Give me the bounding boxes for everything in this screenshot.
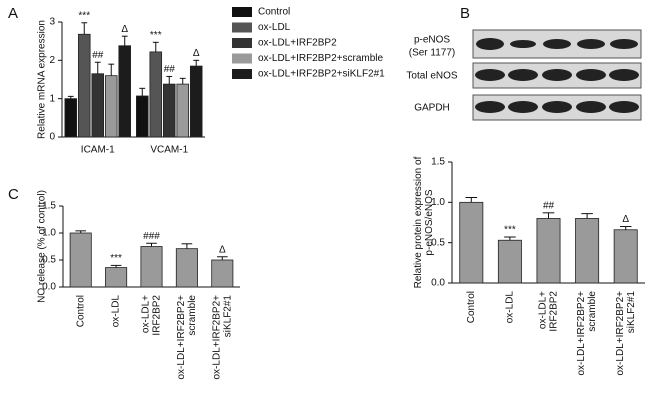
annotation: *** [110,253,122,264]
bar [104,75,118,138]
blot-label: Total eNOS [406,71,457,82]
bar [69,232,92,288]
panel-label: B [460,5,470,22]
x-tick-label: ox-LDL+IRF2BP2+ [176,295,187,380]
x-tick-label: scramble [587,291,598,332]
y-tick-label: 0.0 [431,278,445,289]
y-tick-label: 1 [49,93,55,104]
y-tick-label: 3 [49,17,55,28]
bar [105,267,128,288]
annotation: Δ [121,24,128,35]
x-tick-label: IRF2BP2 [152,295,163,336]
bar [64,98,78,138]
legend-swatch [232,22,252,33]
panel-label: A [8,5,18,22]
legend-label: ox-LDL+IRF2BP2 [258,38,337,49]
panel-label: C [8,186,19,203]
bar [211,259,234,288]
y-tick-label: 1.5 [42,201,56,212]
x-tick-label: VCAM-1 [150,145,188,156]
x-tick-label: ox-LDL+IRF2BP2+ [211,295,222,380]
legend-swatch [232,7,252,17]
x-tick-label: siKLF2#1 [626,291,637,334]
bar [118,45,131,138]
legend-label: ox-LDL [258,22,291,33]
bar [536,218,561,284]
annotation: *** [504,225,516,236]
bar [175,248,198,288]
bar [575,218,600,284]
x-tick-label: ox-LDL [111,295,122,328]
y-tick-label: 0 [49,132,55,143]
bar [613,229,638,284]
x-tick-label: Control [75,295,86,327]
blot-label: (Ser 1177) [409,48,456,59]
y-tick-label: 1.0 [42,228,56,239]
bar [78,33,91,138]
annotation: ## [164,64,176,75]
bar [176,83,189,138]
y-tick-label: 1.5 [431,157,445,168]
x-tick-label: ox-LDL [505,291,516,324]
annotation: *** [150,30,162,41]
bar [91,73,105,138]
legend-swatch [232,38,252,48]
y-axis-label: NO release (% of control) [37,190,48,303]
annotation: Δ [219,244,226,255]
annotation: Δ [193,48,200,59]
annotation: ### [143,231,160,242]
x-tick-label: IRF2BP2 [549,291,560,332]
x-tick-label: ox-LDL+ [141,295,152,333]
annotation: ## [543,200,555,211]
bar [459,201,484,284]
annotation: Δ [622,214,629,225]
x-tick-label: ox-LDL+IRF2BP2+ [576,291,587,376]
y-axis-label: Relative protein expression of [413,156,424,288]
y-tick-label: 2 [49,55,55,66]
legend-swatch [232,69,252,79]
y-tick-label: 1.0 [431,197,445,208]
western-blot: p-eNOS (Ser 1177) Total eNOS GAPDH [406,29,642,121]
y-tick-label: 0.0 [42,282,56,293]
x-tick-label: scramble [187,295,198,336]
legend-label: ox-LDL+IRF2BP2+scramble [258,53,383,64]
blot-label: GAPDH [414,103,450,114]
x-tick-label: ox-LDL+ [538,291,549,329]
x-tick-label: ICAM-1 [81,145,115,156]
bar [140,246,163,288]
bar [497,239,522,284]
x-tick-label: Control [466,291,477,323]
annotation: *** [78,10,90,21]
blot-label: p-eNOS [414,35,450,46]
y-tick-label: 0.5 [431,237,445,248]
x-tick-label: siKLF2#1 [222,295,233,338]
bar [136,95,149,138]
bar [189,65,203,138]
legend-label: Control [258,7,290,18]
bar [149,51,163,138]
x-tick-label: ox-LDL+IRF2BP2+ [615,291,626,376]
y-axis-label: p-eNOS/eNOS [424,189,435,255]
blot-bands [475,38,639,113]
y-axis-label: Relative mRNA expression [37,20,48,139]
legend-label: ox-LDL+IRF2BP2+siKLF2#1 [258,69,385,80]
y-tick-label: 0.5 [42,255,56,266]
bar [162,83,176,138]
legend-swatch [232,53,252,64]
annotation: ## [92,50,104,61]
